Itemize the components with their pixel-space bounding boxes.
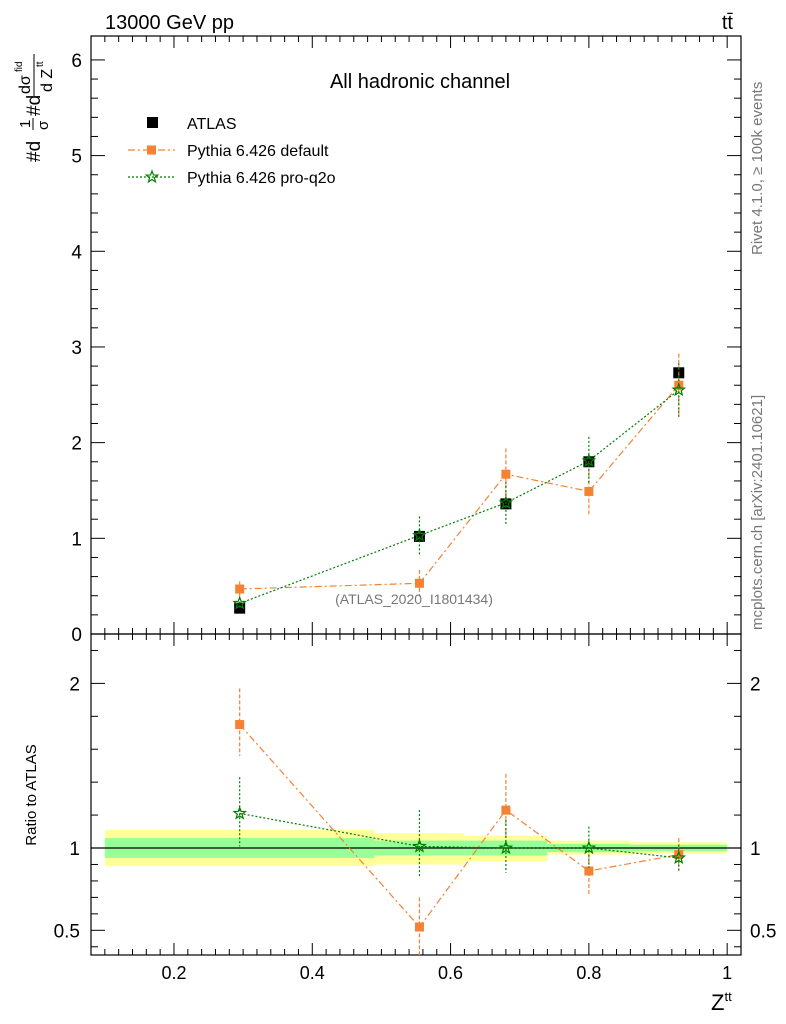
axis-ticks: 0.2 0.4 0.6 0.8 1 0 1 2 3 4 5 6 0.5 0.5 1 1 2 2: [54, 36, 776, 983]
ratio-line-default: [239, 724, 679, 928]
main-point-proq2o-0: [232, 595, 248, 610]
ratio-point-proq2o-4: [671, 850, 687, 865]
main-y-tick-label-2: 2: [71, 434, 82, 455]
ratio-point-proq2o-2: [498, 840, 514, 855]
legend-label-default: Pythia 6.426 default: [187, 143, 329, 160]
x-axis-label: Ztt: [711, 989, 732, 1015]
main-point-proq2o-1: [412, 527, 427, 542]
ylabel-d2: #d: [24, 95, 45, 116]
plot-frames: [90, 35, 742, 956]
main-series: [232, 353, 687, 614]
mcplots-credit-label: mcplots.cern.ch [arXiv:2401.10621]: [749, 395, 766, 630]
x-tick-label-2: 0.6: [438, 963, 463, 983]
ratio-line-proq2o: [239, 812, 679, 859]
x-axis-label-base: Z: [711, 990, 724, 1015]
header-energy-label: 13000 GeV pp: [105, 12, 234, 34]
ratio-y-tick-label-left-1: 1: [69, 839, 80, 860]
main-line-proq2o: [239, 389, 680, 604]
main-y-tick-label-3: 3: [71, 338, 82, 359]
legend: ATLAS Pythia 6.426 default Pythia 6.426 …: [128, 116, 336, 187]
ratio-y-tick-label-right-0: 0.5: [750, 921, 776, 942]
x-axis-label-sup: tt: [724, 989, 732, 1004]
main-point-default-1: [414, 578, 424, 588]
x-tick-label-4: 1: [722, 963, 732, 983]
legend-marker-atlas: [147, 117, 158, 128]
ratio-y-tick-label-right-1: 1: [750, 839, 761, 860]
ratio-ylabel: Ratio to ATLAS: [23, 744, 40, 845]
ylabel-frac1-den: σ: [35, 120, 52, 130]
ylabel-den: d Z: [39, 69, 56, 92]
ratio-frame: [90, 633, 742, 956]
main-point-default-0: [235, 584, 245, 594]
ylabel-den-sup: tt: [35, 61, 46, 67]
main-y-tick-label-0: 0: [71, 625, 82, 646]
x-tick-label-1: 0.4: [300, 963, 325, 983]
main-y-tick-label-6: 6: [71, 51, 82, 72]
main-y-tick-label-4: 4: [71, 242, 82, 263]
main-line-default: [239, 384, 680, 590]
ratio-point-default-2: [501, 805, 511, 815]
main-point-atlas-0: [234, 602, 246, 614]
ylabel-num: dσ: [17, 75, 34, 94]
x-tick-label-3: 0.8: [576, 963, 601, 983]
main-point-proq2o-4: [671, 382, 687, 397]
plot-title: All hadronic channel: [330, 71, 510, 93]
main-point-default-2: [501, 469, 511, 479]
x-tick-label-0: 0.2: [161, 963, 186, 983]
ylabel-num-sup: fid: [14, 61, 25, 72]
legend-marker-default: [147, 145, 156, 155]
main-point-proq2o-3: [581, 453, 597, 468]
main-point-default-3: [584, 486, 594, 496]
rivet-version-label: Rivet 4.1.0, ≥ 100k events: [749, 82, 766, 255]
main-y-tick-label-5: 5: [71, 147, 82, 168]
ratio-y-tick-label-left-2: 2: [69, 674, 80, 695]
legend-label-proq2o: Pythia 6.426 pro-q2o: [187, 170, 336, 187]
ratio-point-default-1: [414, 922, 424, 932]
ratio-y-tick-label-left-0: 0.5: [54, 921, 80, 942]
ratio-point-proq2o-0: [232, 805, 248, 820]
legend-label-atlas: ATLAS: [187, 116, 237, 133]
ratio-series: [232, 688, 687, 955]
ratio-point-default-0: [235, 720, 245, 730]
ratio-point-proq2o-3: [581, 840, 597, 855]
analysis-watermark: (ATLAS_2020_I1801434): [335, 591, 493, 607]
header-process-label: tt̄: [722, 12, 734, 34]
ratio-point-proq2o-1: [412, 838, 427, 853]
legend-marker-proq2o: [144, 169, 160, 184]
ylabel-frac1-num: 1: [17, 120, 34, 128]
main-y-tick-label-1: 1: [71, 529, 82, 550]
ylabel-d1: #d: [24, 141, 45, 162]
main-point-atlas-2: [500, 498, 512, 510]
main-point-proq2o-2: [498, 495, 514, 510]
ratio-y-tick-label-right-2: 2: [750, 674, 761, 695]
ratio-point-default-3: [584, 866, 594, 876]
